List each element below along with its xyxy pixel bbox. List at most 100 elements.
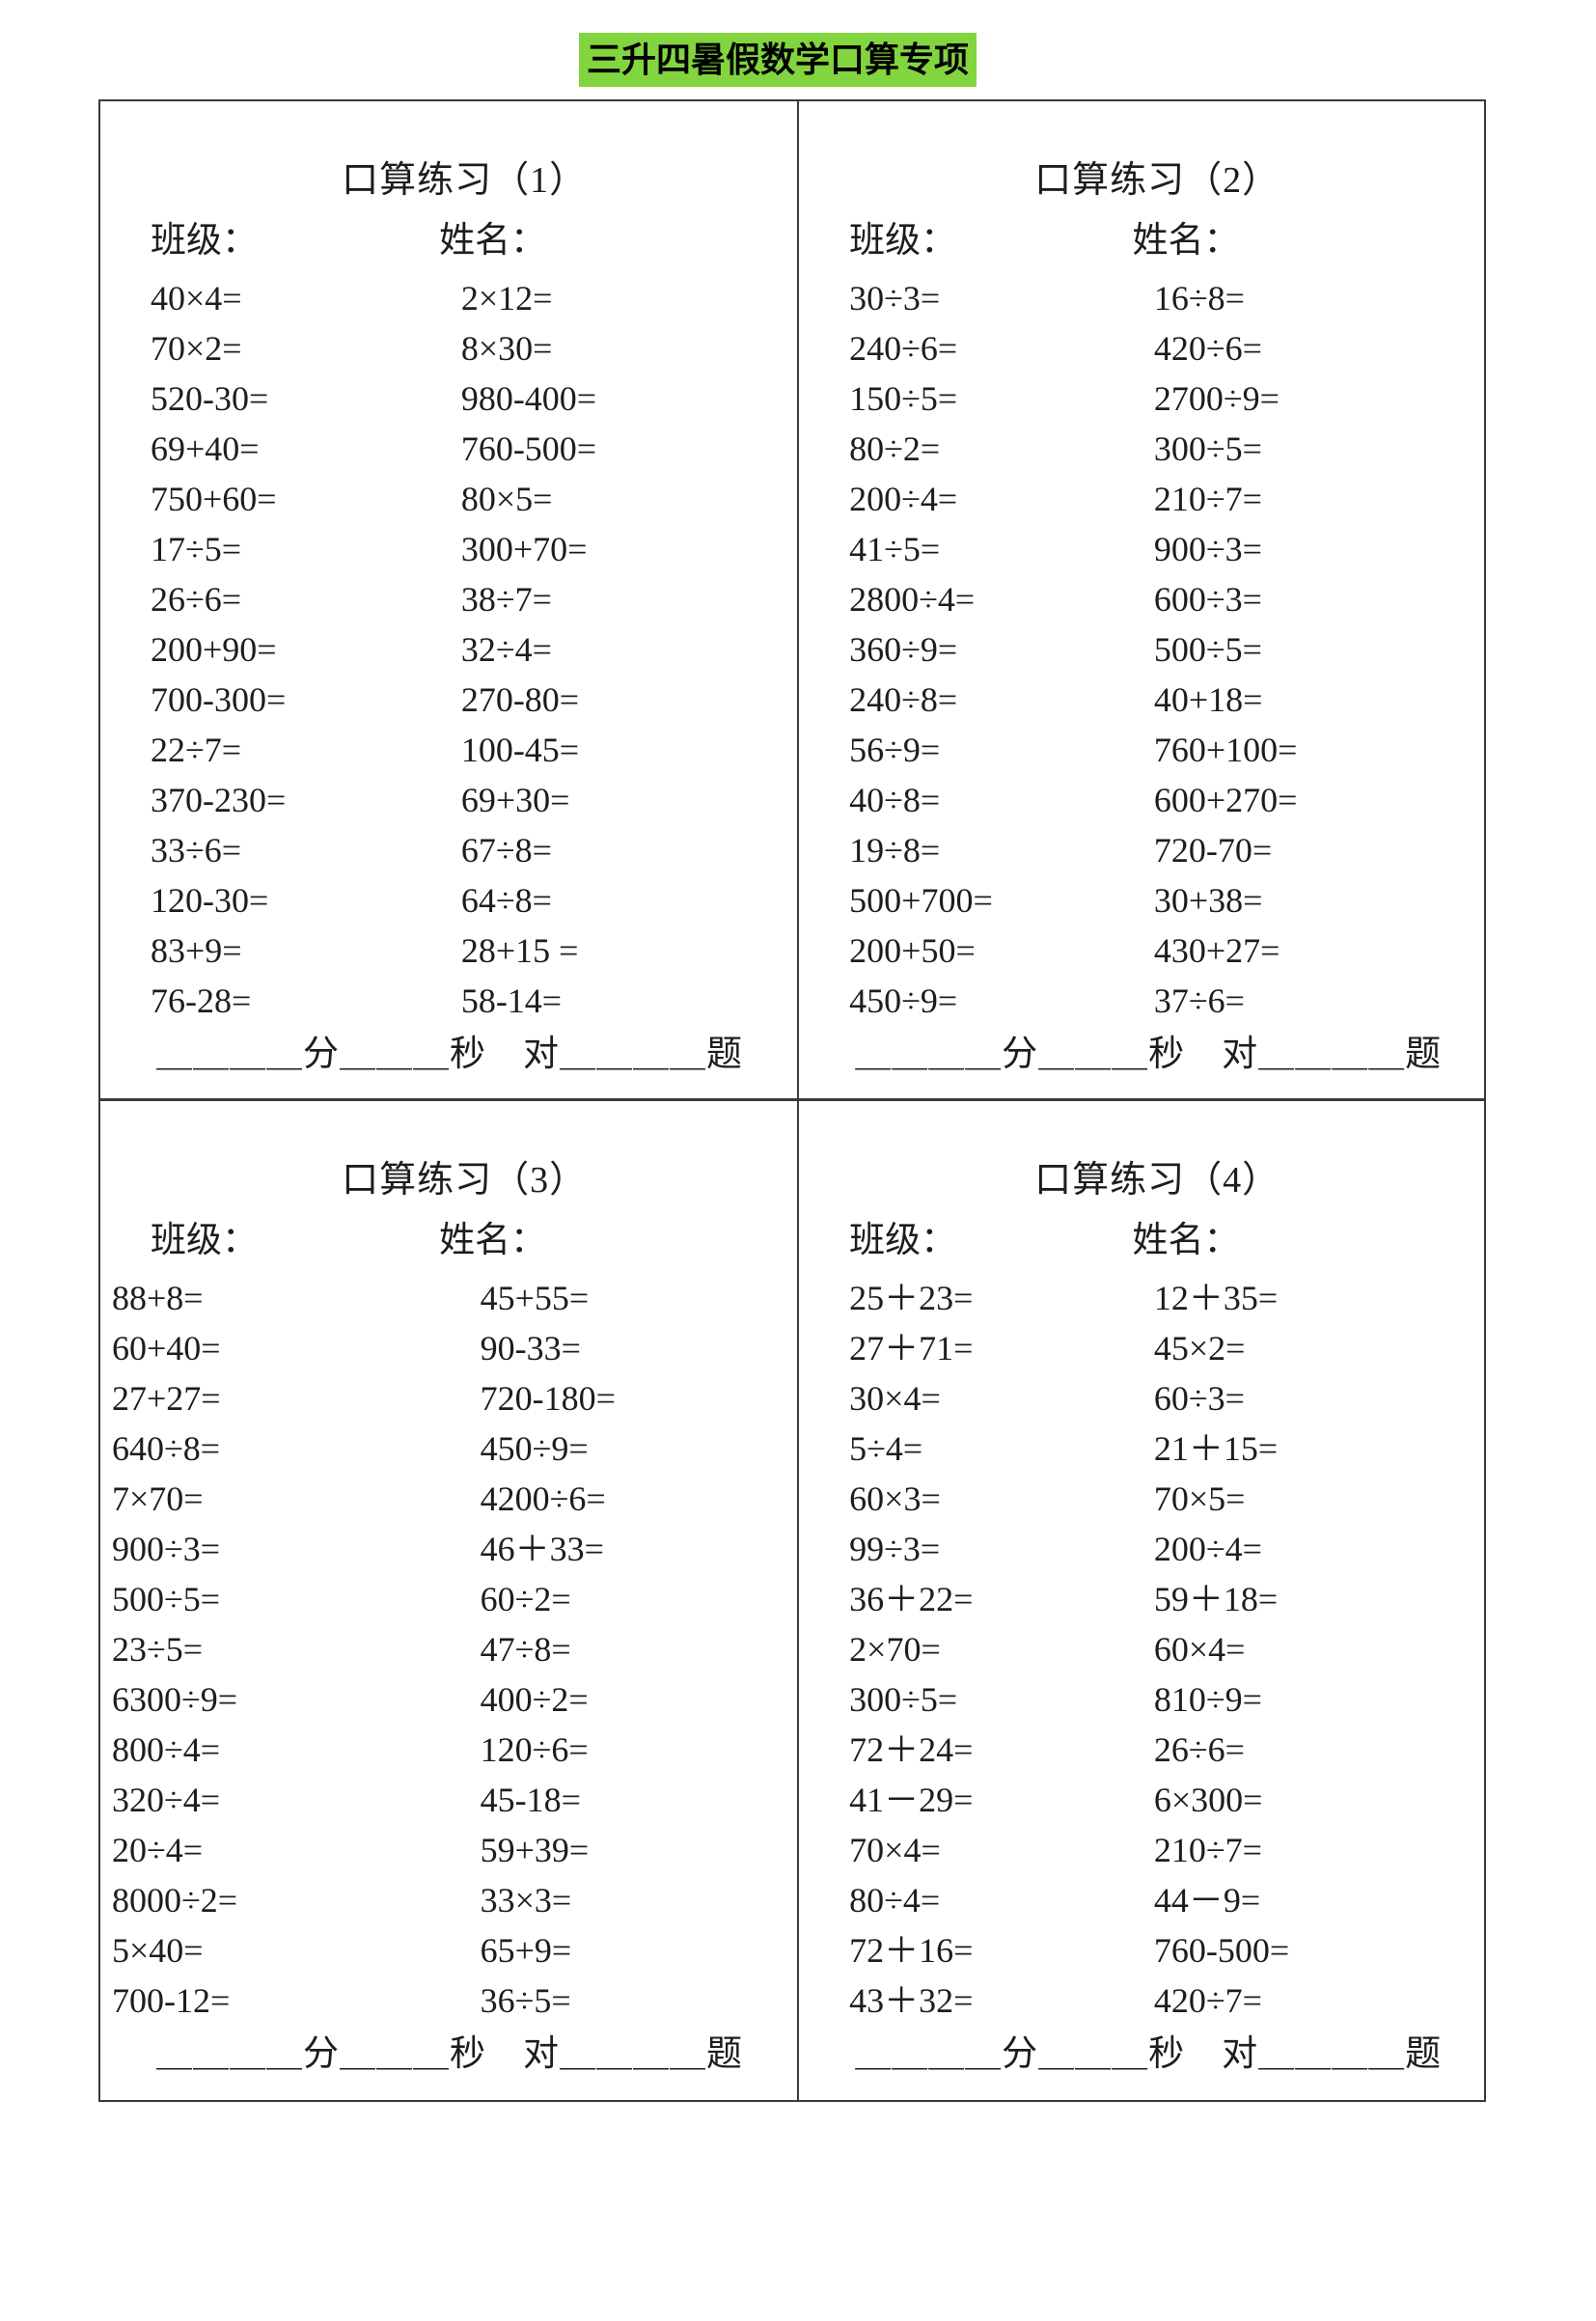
timing-footer: ＿＿＿＿分＿＿＿秒 对＿＿＿＿题 bbox=[855, 2033, 1443, 2074]
problem-expression: 270-80= bbox=[460, 680, 580, 719]
problem-expression: 8000÷2= bbox=[112, 1880, 238, 1920]
problem-list: 88+8= 45+55= 60+40= 90-33= 27+27= 720-180= 640… bbox=[112, 1273, 778, 2026]
name-label: 姓名： bbox=[439, 1220, 547, 1260]
problem-expression: 600+270= bbox=[1153, 781, 1298, 819]
problem-row: 80÷2= 300÷5= bbox=[849, 424, 1465, 474]
problem-row: 40×4= 2×12= bbox=[151, 273, 778, 323]
problem-expression: 240÷8= bbox=[849, 680, 958, 719]
worksheet-section-3: 口算练习（3） 班级： 姓名： 88+8= 45+55= 60+40= 90-33= 2… bbox=[100, 1100, 800, 2100]
problem-expression: 60÷2= bbox=[480, 1579, 571, 1618]
problem-expression: 200+50= bbox=[849, 931, 976, 970]
problem-expression: 900÷3= bbox=[1153, 530, 1262, 568]
problem-expression: 80×5= bbox=[460, 480, 553, 518]
problem-expression: 400÷2= bbox=[480, 1679, 589, 1719]
problem-row: 76-28= 58-14= bbox=[151, 976, 778, 1026]
problem-row: 72＋16= 760-500= bbox=[849, 1925, 1465, 1976]
problem-row: 800÷4= 120÷6= bbox=[112, 1725, 778, 1775]
problem-row: 17÷5= 300+70= bbox=[151, 524, 778, 574]
problem-expression: 60+40= bbox=[112, 1328, 221, 1368]
problem-row: 240÷8= 40+18= bbox=[849, 675, 1465, 725]
problem-list: 25＋23= 12＋35= 27＋71= 45×2= 30×4= 60÷3= 5÷4= 21＋… bbox=[849, 1273, 1465, 2026]
problem-expression: 58-14= bbox=[460, 981, 563, 1020]
problem-expression: 59+39= bbox=[480, 1830, 590, 1869]
problem-row: 640÷8= 450÷9= bbox=[112, 1423, 778, 1474]
problem-row: 69+40= 760-500= bbox=[151, 424, 778, 474]
problem-expression: 76-28= bbox=[151, 981, 252, 1020]
problem-row: 60×3= 70×5= bbox=[849, 1474, 1465, 1524]
section-title: 口算练习（1） bbox=[342, 160, 588, 201]
problem-list: 30÷3= 16÷8= 240÷6= 420÷6= 150÷5= 2700÷9= 80÷2=… bbox=[849, 273, 1465, 1026]
problem-row: 5×40= 65+9= bbox=[112, 1925, 778, 1976]
problem-expression: 69+40= bbox=[151, 429, 260, 468]
problem-row: 19÷8= 720-70= bbox=[849, 825, 1465, 875]
problem-expression: 360÷9= bbox=[849, 630, 958, 669]
section-header: 班级： 姓名： bbox=[849, 1217, 1465, 1265]
problem-expression: 69+30= bbox=[460, 781, 570, 819]
problem-expression: 210÷7= bbox=[1153, 1830, 1262, 1869]
problem-expression: 16÷8= bbox=[1153, 279, 1245, 318]
problem-expression: 150÷5= bbox=[849, 379, 958, 418]
problem-expression: 46＋33= bbox=[480, 1529, 604, 1568]
section-title: 口算练习（4） bbox=[1034, 1159, 1280, 1201]
problem-row: 70×2= 8×30= bbox=[151, 323, 778, 373]
problem-expression: 67÷8= bbox=[460, 831, 552, 870]
section-header: 班级： 姓名： bbox=[151, 1217, 778, 1265]
problem-expression: 90-33= bbox=[480, 1328, 581, 1368]
problem-expression: 38÷7= bbox=[460, 580, 552, 619]
problem-row: 30×4= 60÷3= bbox=[849, 1373, 1465, 1423]
section-title: 口算练习（3） bbox=[342, 1159, 588, 1201]
problem-expression: 720-180= bbox=[480, 1378, 616, 1418]
problem-row: 200÷4= 210÷7= bbox=[849, 474, 1465, 524]
problem-row: 2×70= 60×4= bbox=[849, 1624, 1465, 1674]
problem-expression: 45-18= bbox=[480, 1780, 581, 1819]
problem-expression: 700-12= bbox=[112, 1980, 231, 2020]
problem-expression: 500÷5= bbox=[112, 1579, 221, 1618]
section-header: 班级： 姓名： bbox=[849, 217, 1465, 265]
problem-row: 72＋24= 26÷6= bbox=[849, 1725, 1465, 1775]
worksheet-section-2: 口算练习（2） 班级： 姓名： 30÷3= 16÷8= 240÷6= 420÷6= 15… bbox=[799, 101, 1484, 1101]
problem-expression: 72＋24= bbox=[849, 1729, 974, 1769]
problem-row: 700-12= 36÷5= bbox=[112, 1976, 778, 2026]
problem-row: 360÷9= 500÷5= bbox=[849, 624, 1465, 675]
problem-row: 40÷8= 600+270= bbox=[849, 775, 1465, 825]
problem-row: 5÷4= 21＋15= bbox=[849, 1423, 1465, 1474]
problem-row: 450÷9= 37÷6= bbox=[849, 976, 1465, 1026]
problem-expression: 810÷9= bbox=[1153, 1679, 1262, 1719]
problem-row: 25＋23= 12＋35= bbox=[849, 1273, 1465, 1323]
problem-expression: 44－9= bbox=[1153, 1880, 1261, 1920]
problem-expression: 40×4= bbox=[151, 279, 242, 318]
problem-expression: 47÷8= bbox=[480, 1629, 571, 1669]
timing-footer: ＿＿＿＿分＿＿＿秒 对＿＿＿＿题 bbox=[855, 1035, 1443, 1074]
problem-row: 200+90= 32÷4= bbox=[151, 624, 778, 675]
problem-expression: 5×40= bbox=[112, 1930, 204, 1970]
problem-expression: 370-230= bbox=[151, 781, 287, 819]
problem-expression: 2×12= bbox=[460, 279, 553, 318]
problem-expression: 33×3= bbox=[480, 1880, 572, 1920]
problem-expression: 450÷9= bbox=[480, 1428, 589, 1468]
problem-row: 22÷7= 100-45= bbox=[151, 725, 778, 775]
problem-expression: 40÷8= bbox=[849, 781, 941, 819]
timing-footer: ＿＿＿＿分＿＿＿秒 对＿＿＿＿题 bbox=[156, 1035, 743, 1074]
problem-row: 2800÷4= 600÷3= bbox=[849, 574, 1465, 624]
problem-list: 40×4= 2×12= 70×2= 8×30= 520-30= 980-400= 69+40… bbox=[151, 273, 778, 1026]
problem-expression: 59＋18= bbox=[1153, 1579, 1279, 1618]
problem-expression: 640÷8= bbox=[112, 1428, 221, 1468]
problem-expression: 70×4= bbox=[849, 1830, 941, 1869]
problem-row: 300÷5= 810÷9= bbox=[849, 1674, 1465, 1725]
problem-expression: 22÷7= bbox=[151, 731, 242, 769]
worksheet-grid: 口算练习（1） 班级： 姓名： 40×4= 2×12= 70×2= 8×30= 520-… bbox=[98, 99, 1486, 2102]
problem-expression: 300÷5= bbox=[1153, 429, 1262, 468]
problem-row: 20÷4= 59+39= bbox=[112, 1825, 778, 1875]
problem-row: 200+50= 430+27= bbox=[849, 926, 1465, 976]
problem-expression: 72＋16= bbox=[849, 1930, 974, 1970]
problem-expression: 600÷3= bbox=[1153, 580, 1262, 619]
problem-expression: 500+700= bbox=[849, 881, 993, 920]
problem-expression: 28+15 = bbox=[460, 931, 579, 970]
class-label: 班级： bbox=[849, 1220, 957, 1260]
problem-expression: 33÷6= bbox=[151, 831, 242, 870]
problem-expression: 70×5= bbox=[1153, 1478, 1246, 1518]
problem-expression: 750+60= bbox=[151, 480, 277, 518]
problem-expression: 420÷7= bbox=[1153, 1980, 1262, 2020]
problem-expression: 45×2= bbox=[1153, 1328, 1246, 1368]
